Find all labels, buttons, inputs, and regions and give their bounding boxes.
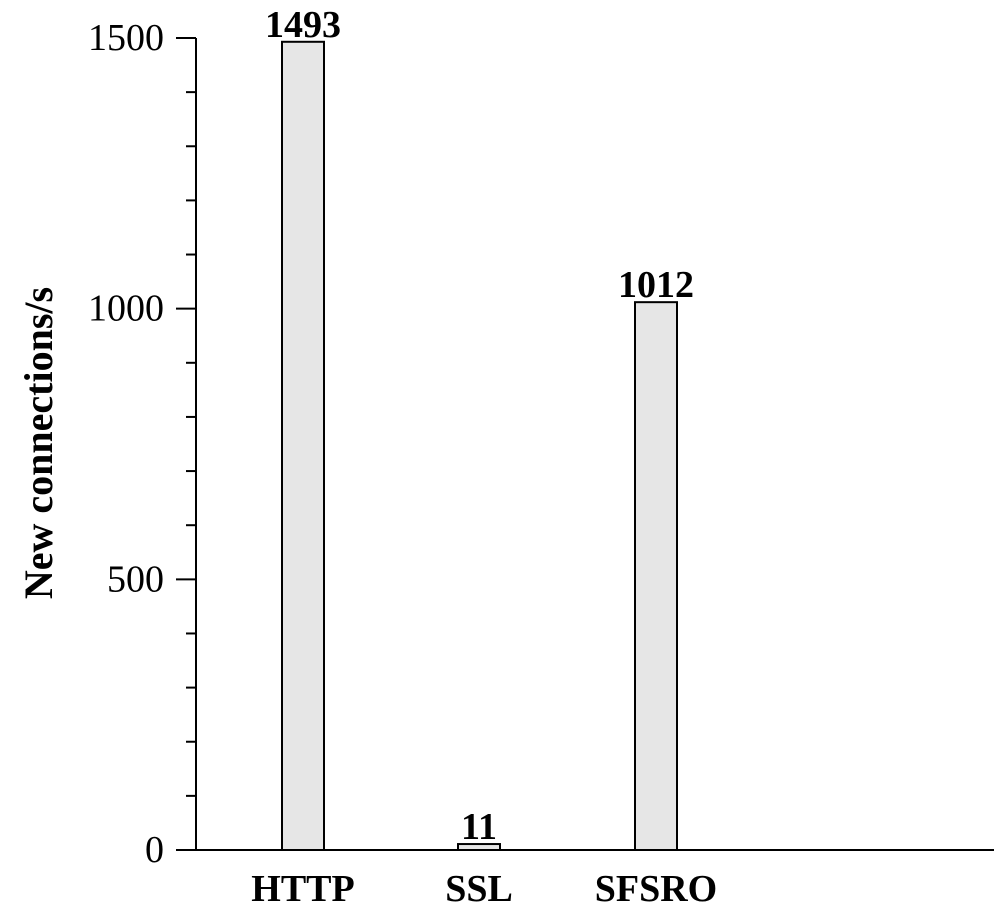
x-tick-label-http: HTTP — [251, 868, 354, 910]
y-tick-label: 500 — [107, 558, 164, 600]
data-label-sfsro: 1012 — [618, 264, 694, 306]
bar-sfsro — [634, 301, 678, 851]
bar-ssl — [457, 843, 501, 852]
data-label-ssl: 11 — [461, 806, 497, 848]
y-axis: 0 500 1000 1500 — [88, 17, 197, 871]
y-tick-label: 0 — [145, 829, 164, 871]
data-label-http: 1493 — [265, 4, 341, 46]
bar-http — [281, 40, 325, 852]
x-tick-label-sfsro: SFSRO — [595, 868, 717, 910]
x-axis: HTTP SSL SFSRO — [196, 849, 994, 910]
y-tick-label: 1500 — [88, 17, 164, 59]
y-tick-label: 1000 — [88, 288, 164, 330]
y-axis-title: New connections/s — [16, 287, 61, 599]
x-tick-label-ssl: SSL — [445, 868, 513, 910]
bars — [281, 40, 678, 852]
data-labels: 1493 11 1012 — [265, 4, 694, 848]
